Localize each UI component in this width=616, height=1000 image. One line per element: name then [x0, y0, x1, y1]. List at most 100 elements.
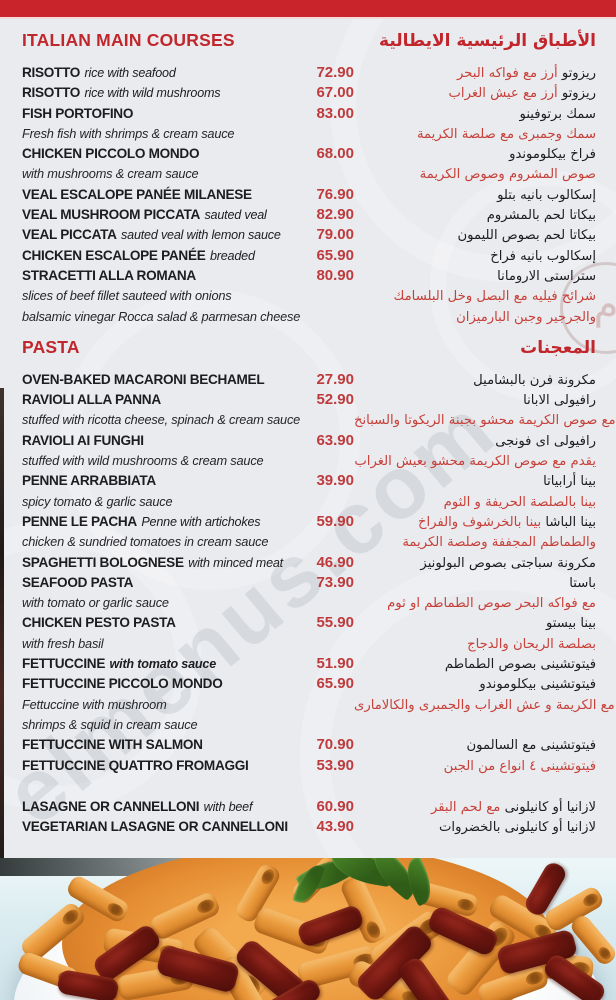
section-title: PASTA: [22, 336, 80, 357]
item-english: STRACETTI ALLA ROMANA: [22, 266, 302, 286]
item-price: 72.90: [316, 64, 354, 81]
menu-section: ITALIAN MAIN COURSES الأطباق الرئيسية الا…: [22, 30, 596, 327]
item-arabic-red: يقدم مع صوص الكريمة محشو بعيش الغراب: [354, 454, 596, 470]
item-name: VEAL PICCATA: [22, 227, 117, 243]
item-arabic-black: إسكالوب بانيه فراخ: [490, 248, 596, 264]
menu-item-row: VEGETARIAN LASAGNE OR CANNELLONI 43.90 لاز…: [22, 817, 596, 837]
item-arabic-black: لازانيا أو كانيلونى بالخضروات: [439, 820, 596, 836]
item-price: 82.90: [316, 206, 354, 224]
item-name: RAVIOLI ALLA PANNA: [22, 392, 161, 408]
menu-item-row: RISOTTO rice with seafood 72.90 ريزوتو أرز…: [22, 63, 596, 83]
item-inline-description: sauted veal with lemon sauce: [121, 228, 281, 243]
item-inline-description: sauted veal: [204, 208, 267, 223]
menu-item-row: CHICKEN PICCOLO MONDO 68.00 فراخ بيكلوموند…: [22, 144, 596, 164]
item-arabic: فيتوتشينى بيكلوموندو: [354, 675, 596, 695]
menu-desc-row: chicken & sundried tomatoes in cream sau…: [22, 532, 596, 552]
item-english: FISH PORTOFINO: [22, 104, 302, 124]
item-english: FETTUCCINE QUATTRO FROMAGGI: [22, 756, 302, 776]
item-arabic-black: فيتوتشينى بيكلوموندو: [479, 677, 596, 693]
item-inline-description: Penne with artichokes: [141, 514, 261, 529]
item-name: RISOTTO: [22, 65, 81, 80]
menu-section: PASTA المعجنات OVEN-BAKED MACARONI BECHAME…: [22, 337, 616, 838]
item-price: 55.90: [316, 614, 354, 632]
menu-desc-row: spicy tomato & garlic sauce بينا بالصلصة …: [22, 492, 596, 512]
menu-desc-row: shrimps & squid in cream sauce: [22, 715, 596, 735]
item-arabic: إسكالوب بانيه فراخ: [354, 247, 596, 267]
item-arabic-black: ريزوتو: [561, 66, 596, 81]
item-english: CHICKEN ESCALOPE PANÉE breaded: [22, 246, 302, 266]
menu-item-row: FETTUCCINE QUATTRO FROMAGGI 53.90 فيتوتشين…: [22, 756, 596, 776]
item-english: SPAGHETTI BOLOGNESE with minced meat: [22, 553, 302, 573]
item-name: FETTUCCINE QUATTRO FROMAGGI: [22, 757, 249, 773]
item-arabic: ريزوتو أرز مع فواكه البحر: [354, 64, 596, 84]
item-name: OVEN-BAKED MACARONI BECHAMEL: [22, 371, 265, 387]
item-arabic-black: إسكالوب بانيه بتلو: [497, 187, 596, 203]
menu-item-row: RISOTTO rice with wild mushrooms 67.00 ريز…: [22, 83, 596, 103]
item-arabic: فيتوتشينى بصوص الطماطم: [354, 655, 596, 675]
item-arabic-black: بينا أرابياتا: [543, 474, 596, 490]
item-arabic-red: شرائح فيليه مع البصل وخل البلسامك: [393, 289, 597, 305]
item-price: 43.90: [316, 818, 354, 836]
item-description: slices of beef fillet sauteed with onion…: [22, 288, 232, 304]
item-name: FISH PORTOFINO: [22, 105, 134, 121]
item-arabic-black: ريزوتو: [561, 86, 596, 102]
menu-item-row: PENNE LE PACHA Penne with artichokes 59.9…: [22, 512, 596, 532]
item-description: with mushrooms & cream sauce: [22, 166, 199, 182]
item-price: 73.90: [316, 573, 354, 591]
item-arabic: بصلصة الريحان والدجاج: [354, 635, 596, 655]
item-arabic-black: فيتوتشينى بصوص الطماطم: [444, 657, 596, 673]
item-english: Fettuccine with mushroom: [22, 695, 302, 715]
item-description: spicy tomato & garlic sauce: [22, 493, 173, 509]
menu-item-row: VEAL ESCALOPE PANÉE MILANESE 76.90 إسكالوب…: [22, 185, 596, 205]
item-price: 51.90: [316, 655, 354, 673]
item-arabic-red: أرز مع فواكه البحر: [456, 66, 562, 81]
menu-desc-row: with mushrooms & cream sauce صوص المشروم …: [22, 164, 596, 184]
item-english: Fresh fish with shrimps & cream sauce: [22, 124, 302, 144]
item-price: 46.90: [316, 553, 354, 571]
item-arabic-red: صوص المشروم وصوص الكريمة: [419, 167, 596, 183]
item-english: balsamic vinegar Rocca salad & parmesan …: [22, 307, 302, 327]
menu-content: ITALIAN MAIN COURSES الأطباق الرئيسية الا…: [22, 30, 616, 838]
item-english: FETTUCCINE PICCOLO MONDO: [22, 674, 302, 694]
item-name: VEAL ESCALOPE PANÉE MILANESE: [22, 186, 252, 202]
menu-item-row: FETTUCCINE PICCOLO MONDO 65.90 فيتوتشينى ب…: [22, 674, 596, 694]
menu-item-row: SPAGHETTI BOLOGNESE with minced meat 46.9…: [22, 553, 596, 573]
item-english: chicken & sundried tomatoes in cream sau…: [22, 532, 302, 552]
menu-item-row: CHICKEN PESTO PASTA 55.90 بينا بيستو: [22, 613, 596, 633]
item-arabic: والجرجير وجبن البارميزان: [354, 308, 596, 328]
item-arabic: والطماطم المجففة وصلصة الكريمة: [354, 533, 596, 553]
item-name: CHICKEN PICCOLO MONDO: [22, 146, 200, 162]
item-name: PENNE ARRABBIATA: [22, 473, 156, 489]
menu-item-row: FETTUCCINE with tomato sauce 51.90 فيتوتشي…: [22, 654, 596, 674]
section-title-arabic: المعجنات: [520, 337, 596, 358]
item-inline-description: breaded: [209, 248, 255, 263]
item-name: FETTUCCINE WITH SALMON: [22, 737, 203, 753]
item-english: OVEN-BAKED MACARONI BECHAMEL: [22, 370, 302, 390]
section-heading: PASTA المعجنات: [22, 337, 596, 358]
item-description: balsamic vinegar Rocca salad & parmesan …: [22, 308, 301, 324]
menu-item-row: VEAL MUSHROOM PICCATA sauted veal 82.90 بي…: [22, 205, 596, 225]
dish-photo: [0, 858, 616, 1000]
item-arabic: بينا بيستو: [354, 614, 596, 634]
item-arabic: باستا: [354, 574, 596, 594]
item-english: stuffed with ricotta cheese, spinach & c…: [22, 410, 302, 430]
item-price: 80.90: [316, 266, 354, 284]
item-english: spicy tomato & garlic sauce: [22, 492, 302, 512]
item-english: LASAGNE OR CANNELLONI with beef: [22, 797, 302, 817]
item-arabic: لازانيا أو كانيلونى مع لحم البقر: [354, 798, 596, 818]
item-name: SEAFOOD PASTA: [22, 574, 134, 590]
item-arabic: مع فواكه البحر صوص الطماطم او ثوم: [354, 594, 596, 614]
item-inline-description: with minced meat: [188, 555, 283, 570]
item-name: VEGETARIAN LASAGNE OR CANNELLONI: [22, 819, 288, 835]
page-scan-edge: [0, 388, 4, 858]
menu-item-row: VEAL PICCATA sauted veal with lemon sauc…: [22, 225, 596, 245]
item-price: 83.00: [316, 104, 354, 122]
item-description: shrimps & squid in cream sauce: [22, 716, 198, 732]
item-arabic-black: سمك برتوفينو: [519, 106, 597, 122]
menu-desc-row: Fresh fish with shrimps & cream sauce سمك…: [22, 124, 596, 144]
section-title-arabic: الأطباق الرئيسية الايطالية: [379, 31, 596, 51]
item-english: PENNE ARRABBIATA: [22, 471, 302, 491]
item-price: 27.90: [316, 370, 354, 388]
item-name: FETTUCCINE PICCOLO MONDO: [22, 676, 223, 692]
item-english: CHICKEN PICCOLO MONDO: [22, 144, 302, 164]
